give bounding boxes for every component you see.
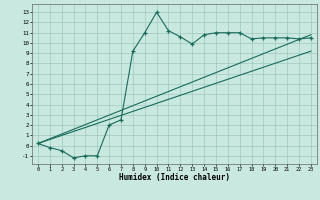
X-axis label: Humidex (Indice chaleur): Humidex (Indice chaleur) — [119, 173, 230, 182]
